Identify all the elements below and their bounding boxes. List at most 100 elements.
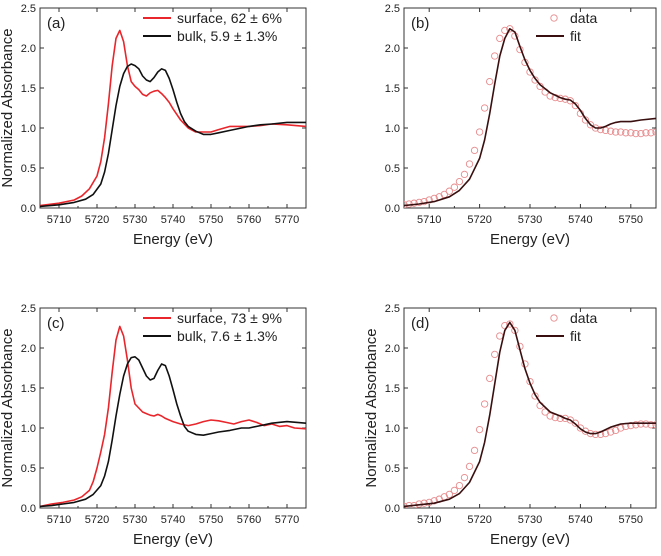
y-tick-label: 2.5 — [385, 3, 400, 15]
y-tick-label: 1.5 — [385, 83, 400, 95]
axis-frame — [403, 307, 657, 509]
legend-label: data — [570, 10, 597, 26]
legend-entry: surface, 62 ± 6% — [143, 10, 282, 26]
y-tick-label: 1.5 — [21, 83, 36, 95]
data-point — [606, 127, 615, 135]
legend-label: surface, 73 ± 9% — [177, 310, 282, 326]
legend-marker — [550, 14, 558, 22]
x-tick-label: 5730 — [518, 214, 542, 226]
series-line-fit — [404, 28, 656, 207]
x-tick-label: 5750 — [619, 514, 643, 526]
data-point — [445, 490, 454, 499]
data-point — [566, 97, 574, 105]
x-tick-label: 5750 — [199, 514, 223, 526]
series-line-fit — [404, 321, 656, 508]
panel-label: (b) — [411, 15, 429, 32]
y-tick-label: 2.0 — [21, 43, 36, 55]
data-point — [475, 128, 484, 136]
legend-label: data — [570, 310, 597, 326]
x-tick-label: 5740 — [161, 514, 185, 526]
y-tick-label: 1.5 — [21, 383, 36, 395]
series-line-surface — [40, 325, 306, 508]
legend-label: surface, 62 ± 6% — [177, 10, 282, 26]
y-tick-label: 1.0 — [385, 423, 400, 435]
data-point — [581, 116, 590, 124]
x-axis-label: Energy (eV) — [133, 531, 213, 548]
data-point — [465, 462, 474, 471]
legend-entry: fit — [536, 328, 581, 344]
data-point — [450, 183, 459, 191]
data-point — [642, 129, 650, 137]
data-point — [460, 473, 469, 482]
data-point — [627, 129, 635, 137]
data-point — [576, 424, 585, 432]
y-tick-label: 0.5 — [21, 163, 36, 175]
y-tick-label: 2.5 — [385, 303, 400, 315]
legend-entry: bulk, 5.9 ± 1.3% — [143, 28, 277, 44]
legend-label: fit — [570, 28, 581, 44]
y-tick-label: 0.5 — [385, 163, 400, 175]
plot-area — [404, 320, 656, 508]
y-tick-label: 1.5 — [385, 383, 400, 395]
data-point — [480, 400, 489, 408]
x-tick-label: 5770 — [275, 514, 299, 526]
y-tick-label: 2.0 — [385, 343, 400, 355]
legend-entry: fit — [536, 28, 581, 44]
data-point — [622, 129, 630, 137]
data-point — [571, 419, 580, 427]
x-tick-label: 5760 — [237, 514, 261, 526]
legend-entry: surface, 73 ± 9% — [143, 310, 282, 326]
panel-c: 5710 5720 5730 5740 5750 5760 5770 0.0 0.5 1.0 1.5… — [0, 303, 307, 548]
x-tick-label: 5740 — [568, 514, 592, 526]
x-tick-label: 5720 — [467, 214, 491, 226]
y-axis-label: Normalized Absorbance — [0, 28, 16, 187]
data-point — [586, 121, 595, 129]
data-point — [486, 77, 494, 86]
data-point — [637, 129, 645, 138]
data-point — [501, 26, 509, 35]
panel-d: 5710 5720 5730 5740 5750 0.0 0.5 1.0 1.5 2.0 2.5 En… — [363, 303, 657, 548]
data-point — [571, 101, 580, 110]
data-point — [506, 320, 514, 328]
data-point — [415, 198, 423, 207]
data-point — [496, 34, 504, 43]
y-tick-label: 0.5 — [385, 463, 400, 475]
data-point — [475, 425, 484, 434]
data-point — [566, 416, 574, 424]
data-point — [465, 160, 474, 168]
data-point — [541, 408, 549, 416]
data-point — [460, 170, 469, 179]
data-point — [647, 421, 655, 429]
x-axis-label: Energy (eV) — [490, 531, 570, 548]
legend-entry: bulk, 7.6 ± 1.3% — [143, 328, 277, 344]
data-point — [410, 199, 418, 207]
x-tick-label: 5710 — [47, 214, 71, 226]
plot-area — [40, 29, 306, 208]
panel-label: (a) — [47, 15, 65, 32]
x-tick-label: 5760 — [237, 214, 261, 226]
x-tick-label: 5730 — [123, 514, 147, 526]
data-point — [606, 428, 615, 436]
x-tick-label: 5730 — [123, 214, 147, 226]
plot-area — [40, 325, 306, 508]
data-point — [612, 128, 620, 136]
x-axis-label: Energy (eV) — [133, 231, 213, 248]
data-point — [455, 177, 464, 186]
data-point — [511, 326, 519, 335]
series-line-surface — [40, 29, 306, 207]
y-tick-label: 2.0 — [385, 43, 400, 55]
y-tick-label: 1.0 — [21, 423, 36, 435]
data-point — [652, 421, 656, 429]
x-tick-label: 5750 — [619, 214, 643, 226]
data-point — [647, 129, 655, 137]
data-point — [652, 128, 656, 136]
data-point — [486, 374, 494, 383]
data-point — [445, 187, 454, 195]
x-tick-label: 5770 — [275, 214, 299, 226]
x-tick-label: 5710 — [47, 514, 71, 526]
data-point — [491, 52, 499, 60]
data-point — [506, 25, 514, 33]
series-line-bulk — [40, 63, 306, 208]
legend-label: bulk, 7.6 ± 1.3% — [177, 328, 277, 344]
